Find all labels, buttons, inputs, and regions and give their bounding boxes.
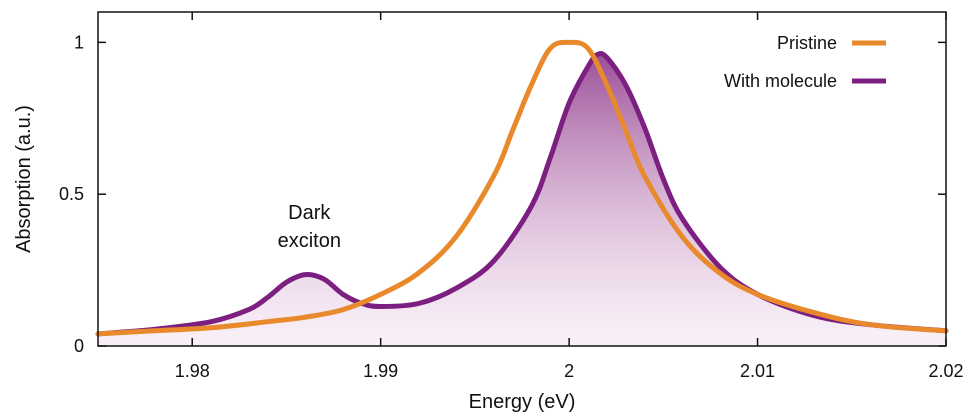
plot-frame: [97, 11, 947, 347]
x-axis-label: Energy (eV): [469, 391, 576, 413]
y-tick-label: 0.5: [59, 184, 84, 204]
x-tick-label: 2: [564, 361, 574, 381]
annotation-dark-exciton: Dark: [288, 202, 331, 224]
x-tick-label: 1.99: [363, 361, 398, 381]
legend-label-pristine: Pristine: [777, 33, 837, 53]
x-tick-label: 2.02: [928, 361, 963, 381]
legend-label-with-molecule: With molecule: [724, 71, 837, 91]
x-tick-label: 1.98: [175, 361, 210, 381]
y-axis-label: Absorption (a.u.): [13, 105, 35, 253]
annotation-dark-exciton: exciton: [278, 230, 341, 252]
y-tick-label: 0: [74, 336, 84, 356]
y-tick-label: 1: [74, 32, 84, 52]
series-fill-area: [98, 53, 946, 346]
series-line-with-molecule: [95, 50, 949, 337]
x-tick-label: 2.01: [740, 361, 775, 381]
series-line-pristine: [95, 39, 949, 337]
